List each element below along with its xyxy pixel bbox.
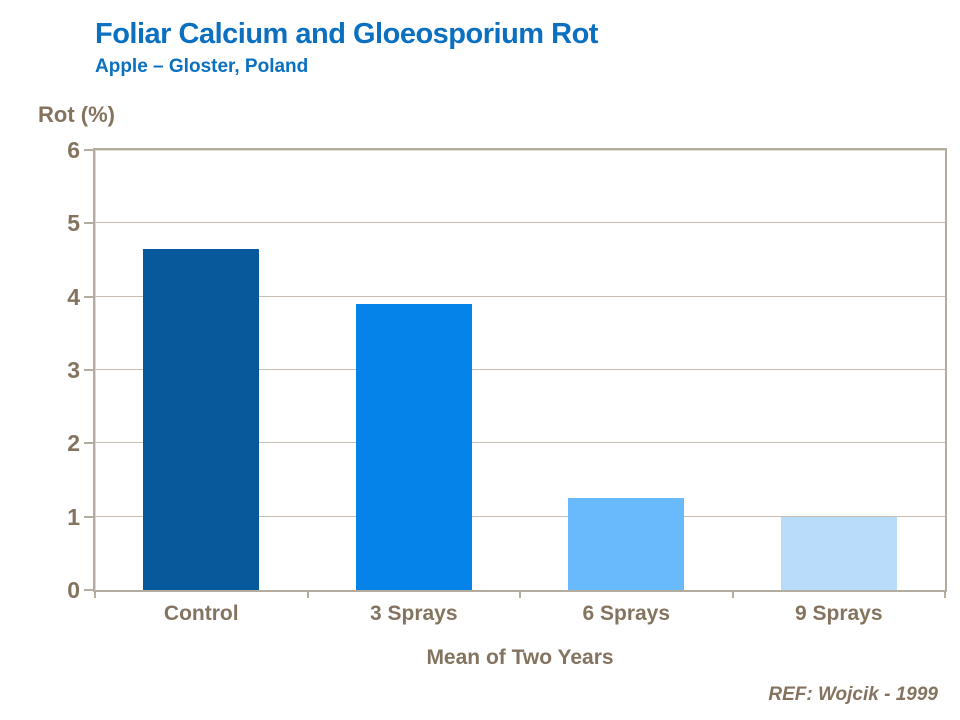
chart-title: Foliar Calcium and Gloeosporium Rot xyxy=(95,18,598,50)
y-tick-mark-2 xyxy=(84,442,94,445)
y-tick-label-0: 0 xyxy=(67,577,80,603)
plot-area xyxy=(93,148,947,592)
y-axis-title: Rot (%) xyxy=(38,102,115,127)
bar-3-sprays xyxy=(355,304,472,590)
x-tick-mark-0 xyxy=(94,590,96,598)
x-category-label-control: Control xyxy=(163,602,239,625)
y-tick-mark-6 xyxy=(84,149,94,151)
y-tick-label-3: 3 xyxy=(67,357,80,383)
y-tick-mark-1 xyxy=(84,515,94,518)
y-tick-label-6: 6 xyxy=(67,137,80,163)
x-category-label-6-sprays: 6 Sprays xyxy=(582,602,671,625)
gridline-y2 xyxy=(95,442,945,444)
bar-6-sprays xyxy=(568,498,685,590)
x-axis-title: Mean of Two Years xyxy=(426,646,614,669)
y-tick-label-4: 4 xyxy=(67,283,80,310)
gridline-y4 xyxy=(95,295,945,297)
y-tick-mark-0 xyxy=(84,589,94,591)
reference-text: REF: Wojcik - 1999 xyxy=(768,684,938,705)
gridline-y3 xyxy=(95,369,945,370)
x-category-label-3-sprays: 3 Sprays xyxy=(369,602,458,625)
y-tick-mark-5 xyxy=(84,222,94,225)
y-tick-label-2: 2 xyxy=(67,430,80,457)
x-tick-mark-1 xyxy=(306,590,309,598)
gridline-y5 xyxy=(95,222,945,224)
x-tick-mark-4 xyxy=(944,590,946,598)
x-tick-mark-2 xyxy=(519,590,521,598)
bar-9-sprays xyxy=(780,516,897,590)
y-tick-mark-3 xyxy=(84,369,94,371)
gridline-y1 xyxy=(95,515,945,517)
chart-subtitle: Apple – Gloster, Poland xyxy=(95,56,309,77)
y-tick-mark-4 xyxy=(84,295,94,298)
bar-control xyxy=(143,249,260,590)
x-tick-mark-3 xyxy=(731,590,734,598)
x-category-label-9-sprays: 9 Sprays xyxy=(794,602,883,625)
y-tick-label-5: 5 xyxy=(67,210,80,237)
y-tick-label-1: 1 xyxy=(67,503,80,530)
